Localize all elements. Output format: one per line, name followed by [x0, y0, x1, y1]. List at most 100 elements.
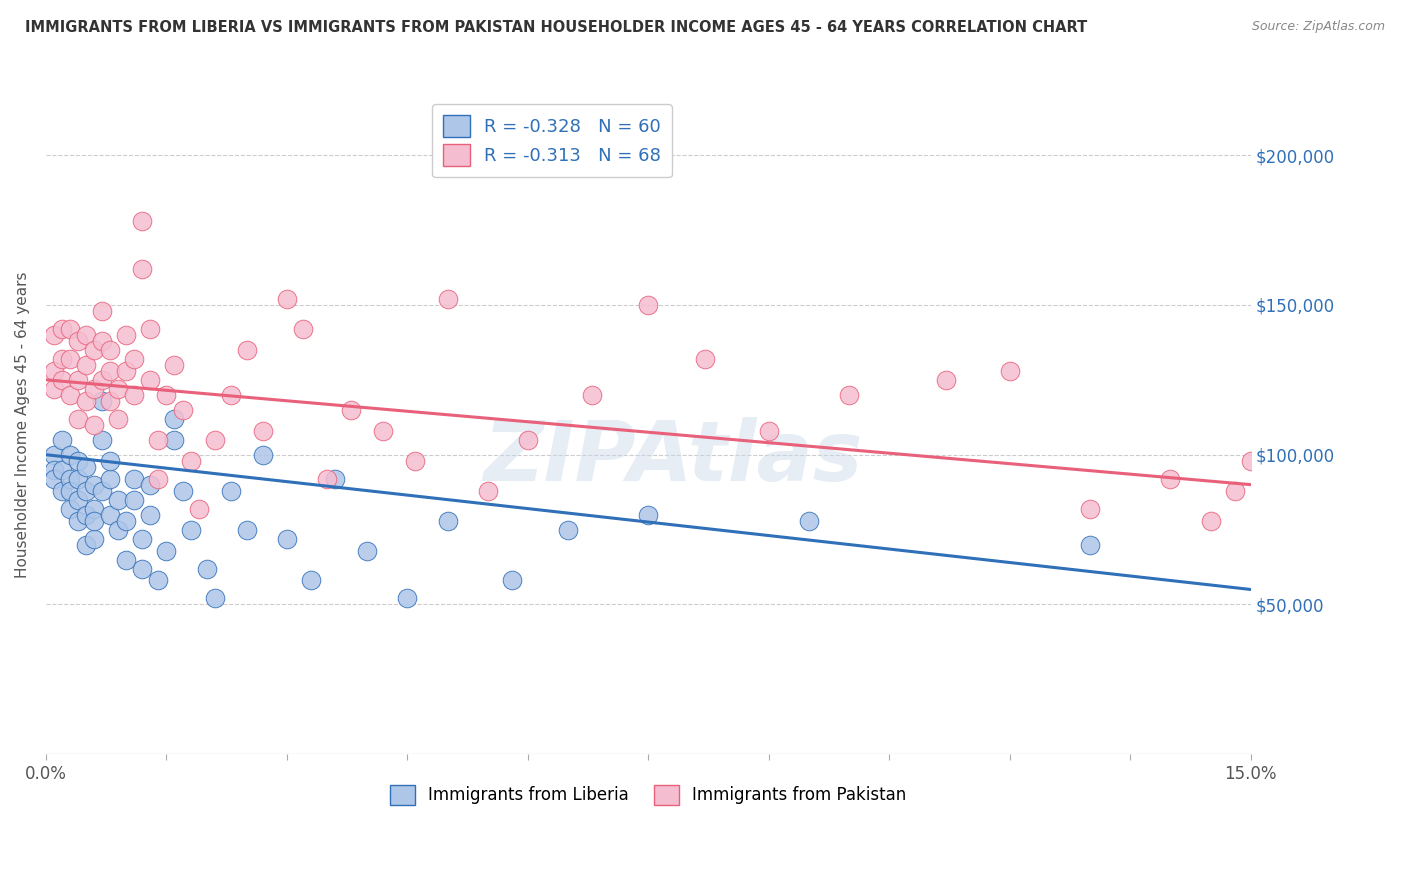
Point	[139, 322, 162, 336]
Point	[51, 483, 73, 498]
Point	[276, 292, 298, 306]
Point	[252, 448, 274, 462]
Point	[59, 388, 82, 402]
Point	[276, 532, 298, 546]
Point	[98, 508, 121, 522]
Point	[98, 453, 121, 467]
Point	[1256, 501, 1278, 516]
Point	[172, 402, 194, 417]
Point	[42, 382, 65, 396]
Point	[292, 322, 315, 336]
Point	[1223, 483, 1246, 498]
Point	[356, 543, 378, 558]
Point	[299, 574, 322, 588]
Point	[1078, 501, 1101, 516]
Point	[107, 411, 129, 425]
Point	[204, 433, 226, 447]
Point	[59, 351, 82, 366]
Point	[83, 417, 105, 432]
Point	[115, 327, 138, 342]
Point	[501, 574, 523, 588]
Point	[115, 552, 138, 566]
Point	[67, 334, 90, 348]
Point	[139, 508, 162, 522]
Point	[91, 393, 114, 408]
Text: ZIPAtlas: ZIPAtlas	[482, 417, 862, 499]
Point	[180, 453, 202, 467]
Point	[75, 537, 97, 551]
Point	[75, 358, 97, 372]
Point	[67, 472, 90, 486]
Point	[396, 591, 419, 606]
Point	[219, 388, 242, 402]
Legend: Immigrants from Liberia, Immigrants from Pakistan: Immigrants from Liberia, Immigrants from…	[384, 778, 914, 812]
Point	[91, 433, 114, 447]
Point	[75, 459, 97, 474]
Point	[163, 358, 186, 372]
Point	[67, 411, 90, 425]
Point	[139, 373, 162, 387]
Point	[838, 388, 860, 402]
Point	[91, 334, 114, 348]
Point	[124, 351, 146, 366]
Point	[436, 292, 458, 306]
Point	[115, 364, 138, 378]
Point	[59, 472, 82, 486]
Point	[67, 492, 90, 507]
Point	[75, 327, 97, 342]
Point	[83, 382, 105, 396]
Point	[42, 327, 65, 342]
Point	[67, 514, 90, 528]
Point	[107, 523, 129, 537]
Point	[42, 364, 65, 378]
Y-axis label: Householder Income Ages 45 - 64 years: Householder Income Ages 45 - 64 years	[15, 271, 30, 578]
Point	[163, 433, 186, 447]
Point	[51, 463, 73, 477]
Point	[1240, 453, 1263, 467]
Point	[59, 448, 82, 462]
Point	[124, 388, 146, 402]
Point	[148, 574, 170, 588]
Point	[124, 492, 146, 507]
Point	[51, 433, 73, 447]
Point	[98, 472, 121, 486]
Point	[59, 501, 82, 516]
Point	[340, 402, 363, 417]
Point	[59, 322, 82, 336]
Point	[516, 433, 538, 447]
Point	[935, 373, 957, 387]
Point	[1159, 472, 1181, 486]
Point	[51, 373, 73, 387]
Point	[51, 322, 73, 336]
Point	[83, 501, 105, 516]
Point	[693, 351, 716, 366]
Point	[42, 472, 65, 486]
Point	[557, 523, 579, 537]
Point	[180, 523, 202, 537]
Point	[637, 298, 659, 312]
Text: IMMIGRANTS FROM LIBERIA VS IMMIGRANTS FROM PAKISTAN HOUSEHOLDER INCOME AGES 45 -: IMMIGRANTS FROM LIBERIA VS IMMIGRANTS FR…	[25, 20, 1088, 35]
Point	[163, 411, 186, 425]
Point	[67, 453, 90, 467]
Point	[98, 393, 121, 408]
Point	[131, 532, 153, 546]
Point	[148, 433, 170, 447]
Point	[131, 561, 153, 575]
Point	[75, 483, 97, 498]
Point	[323, 472, 346, 486]
Point	[124, 472, 146, 486]
Point	[42, 463, 65, 477]
Point	[204, 591, 226, 606]
Text: Source: ZipAtlas.com: Source: ZipAtlas.com	[1251, 20, 1385, 33]
Point	[187, 501, 209, 516]
Point	[477, 483, 499, 498]
Point	[172, 483, 194, 498]
Point	[115, 514, 138, 528]
Point	[131, 262, 153, 277]
Point	[219, 483, 242, 498]
Point	[91, 483, 114, 498]
Point	[155, 388, 177, 402]
Point	[998, 364, 1021, 378]
Point	[436, 514, 458, 528]
Point	[91, 373, 114, 387]
